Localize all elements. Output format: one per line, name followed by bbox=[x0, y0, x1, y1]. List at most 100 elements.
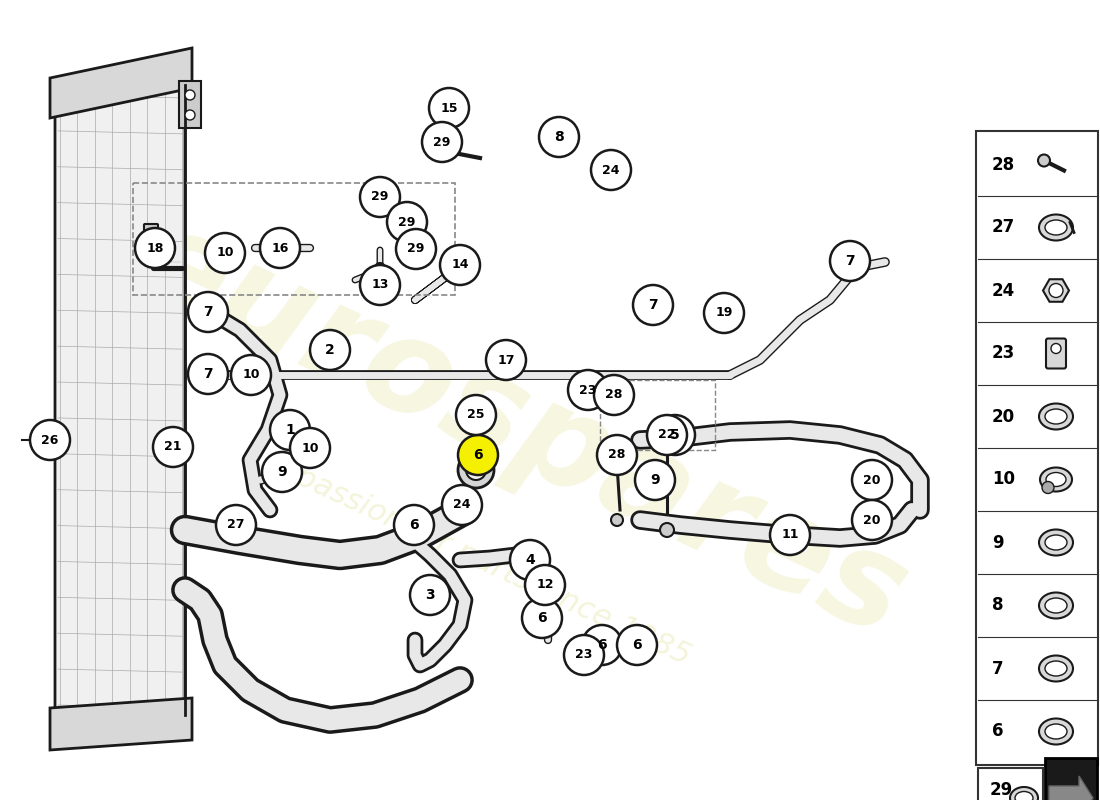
Circle shape bbox=[394, 505, 435, 545]
Text: 7: 7 bbox=[648, 298, 658, 312]
Ellipse shape bbox=[1010, 787, 1038, 800]
Ellipse shape bbox=[1040, 467, 1072, 491]
Circle shape bbox=[290, 428, 330, 468]
Text: 15: 15 bbox=[440, 102, 458, 114]
Text: 16: 16 bbox=[272, 242, 288, 254]
Circle shape bbox=[486, 340, 526, 380]
Circle shape bbox=[591, 150, 631, 190]
Circle shape bbox=[440, 245, 480, 285]
FancyBboxPatch shape bbox=[1045, 758, 1097, 800]
Polygon shape bbox=[55, 85, 185, 745]
Polygon shape bbox=[1049, 776, 1093, 800]
Circle shape bbox=[852, 460, 892, 500]
Circle shape bbox=[770, 515, 810, 555]
Circle shape bbox=[582, 625, 621, 665]
Text: 9: 9 bbox=[277, 465, 287, 479]
Text: 8: 8 bbox=[554, 130, 564, 144]
Text: 29: 29 bbox=[398, 215, 416, 229]
Circle shape bbox=[610, 514, 623, 526]
Text: 28: 28 bbox=[605, 389, 623, 402]
Text: 12: 12 bbox=[537, 578, 553, 591]
Circle shape bbox=[422, 122, 462, 162]
Circle shape bbox=[852, 500, 892, 540]
Text: 29: 29 bbox=[433, 135, 451, 149]
Text: 7: 7 bbox=[204, 367, 212, 381]
Ellipse shape bbox=[1040, 214, 1072, 241]
Circle shape bbox=[442, 485, 482, 525]
Circle shape bbox=[310, 330, 350, 370]
Text: 24: 24 bbox=[603, 163, 619, 177]
Circle shape bbox=[594, 375, 634, 415]
Circle shape bbox=[601, 166, 615, 180]
Text: 6: 6 bbox=[537, 611, 547, 625]
FancyBboxPatch shape bbox=[976, 131, 1098, 765]
Circle shape bbox=[564, 635, 604, 675]
Text: 20: 20 bbox=[864, 474, 881, 486]
Circle shape bbox=[442, 145, 456, 159]
Text: 9: 9 bbox=[992, 534, 1003, 551]
Circle shape bbox=[647, 415, 688, 455]
Ellipse shape bbox=[1045, 724, 1067, 739]
Ellipse shape bbox=[1040, 655, 1072, 682]
Ellipse shape bbox=[1045, 409, 1067, 424]
Text: 3: 3 bbox=[426, 588, 434, 602]
Circle shape bbox=[525, 565, 565, 605]
Circle shape bbox=[262, 452, 303, 492]
Circle shape bbox=[635, 460, 675, 500]
Circle shape bbox=[830, 241, 870, 281]
Text: 24: 24 bbox=[453, 498, 471, 511]
Text: 6: 6 bbox=[632, 638, 641, 652]
Text: 10: 10 bbox=[242, 369, 260, 382]
Text: 6: 6 bbox=[597, 638, 607, 652]
Circle shape bbox=[216, 505, 256, 545]
FancyBboxPatch shape bbox=[978, 768, 1043, 800]
Text: 7: 7 bbox=[992, 659, 1003, 678]
Circle shape bbox=[510, 540, 550, 580]
Text: 23: 23 bbox=[575, 649, 593, 662]
Circle shape bbox=[522, 598, 562, 638]
Circle shape bbox=[654, 415, 695, 455]
Circle shape bbox=[360, 177, 400, 217]
Text: 29: 29 bbox=[372, 190, 388, 203]
Ellipse shape bbox=[1046, 473, 1066, 486]
Text: 6: 6 bbox=[473, 448, 483, 462]
Text: 24: 24 bbox=[992, 282, 1015, 299]
Circle shape bbox=[1042, 482, 1054, 494]
Text: 10: 10 bbox=[301, 442, 319, 454]
Text: eurospares: eurospares bbox=[114, 196, 925, 664]
Circle shape bbox=[1050, 343, 1062, 354]
Text: 6: 6 bbox=[409, 518, 419, 532]
Circle shape bbox=[185, 110, 195, 120]
Ellipse shape bbox=[1015, 791, 1033, 800]
Ellipse shape bbox=[1040, 718, 1072, 745]
Circle shape bbox=[1038, 154, 1050, 166]
Polygon shape bbox=[50, 698, 192, 750]
Circle shape bbox=[30, 420, 70, 460]
Text: 4: 4 bbox=[525, 553, 535, 567]
Circle shape bbox=[387, 202, 427, 242]
Text: 7: 7 bbox=[204, 305, 212, 319]
Text: 20: 20 bbox=[992, 407, 1015, 426]
Circle shape bbox=[396, 229, 436, 269]
Circle shape bbox=[458, 435, 498, 475]
Text: 27: 27 bbox=[228, 518, 244, 531]
Text: 29: 29 bbox=[990, 781, 1013, 799]
Circle shape bbox=[188, 292, 228, 332]
Ellipse shape bbox=[1040, 530, 1072, 555]
Circle shape bbox=[260, 228, 300, 268]
Text: 28: 28 bbox=[608, 449, 626, 462]
Ellipse shape bbox=[1045, 535, 1067, 550]
Circle shape bbox=[231, 355, 271, 395]
Circle shape bbox=[429, 88, 469, 128]
Polygon shape bbox=[50, 48, 192, 118]
Text: 13: 13 bbox=[372, 278, 388, 291]
Circle shape bbox=[660, 523, 674, 537]
Circle shape bbox=[549, 133, 563, 147]
FancyBboxPatch shape bbox=[179, 81, 201, 128]
Text: 19: 19 bbox=[715, 306, 733, 319]
Text: 25: 25 bbox=[468, 409, 485, 422]
Circle shape bbox=[458, 452, 494, 488]
Circle shape bbox=[185, 90, 195, 100]
Text: 10: 10 bbox=[992, 470, 1015, 489]
Ellipse shape bbox=[1045, 598, 1067, 613]
